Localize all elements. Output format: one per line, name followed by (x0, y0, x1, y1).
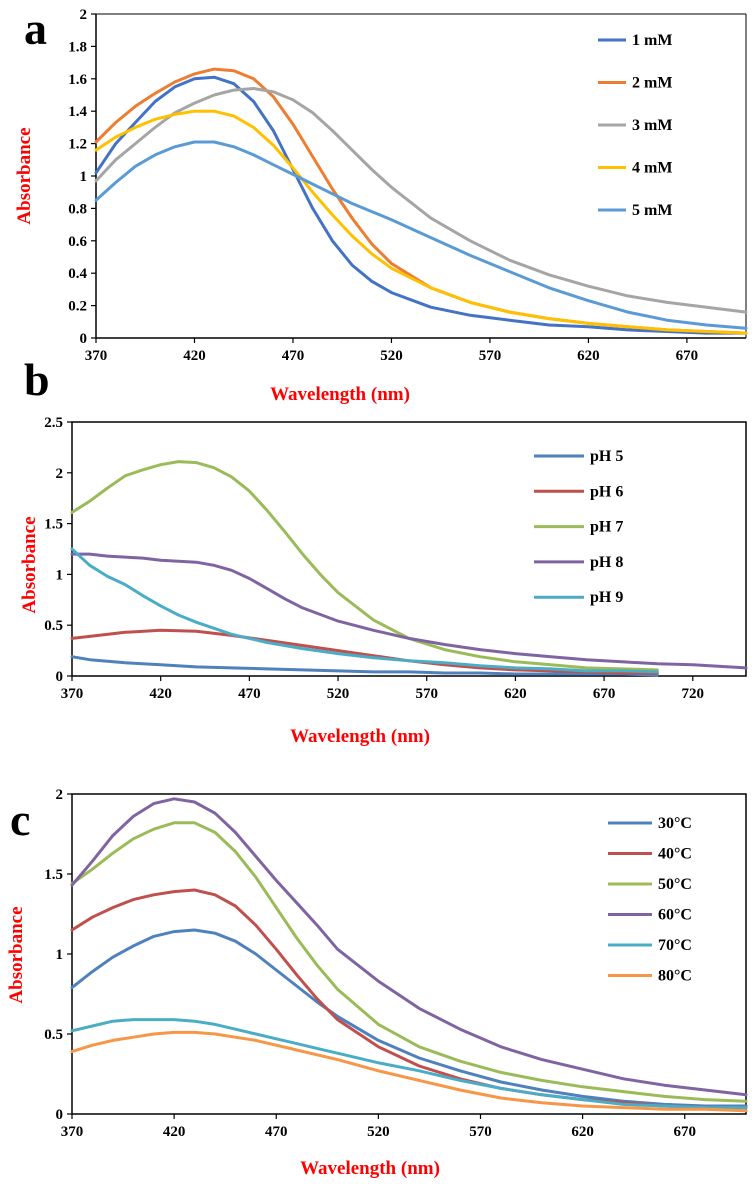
legend-entry: pH 5 (590, 448, 623, 465)
y-axis-label: Absorbance (14, 127, 35, 224)
series-line-1-mm (94, 75, 748, 335)
y-tick-label: 2 (56, 466, 64, 482)
series-line-70-c (70, 1018, 748, 1110)
x-tick-label: 670 (676, 348, 699, 364)
legend-entry: 5 mM (632, 202, 672, 219)
y-tick-label: 2 (80, 7, 88, 23)
legend-entry: pH 7 (590, 519, 623, 536)
x-axis-label: Wavelength (nm) (300, 1158, 440, 1179)
x-axis-label: Wavelength (nm) (290, 726, 430, 747)
x-tick-label: 570 (469, 1124, 492, 1140)
legend-entry: 2 mM (632, 75, 672, 92)
y-tick-label: 0.8 (68, 201, 87, 217)
y-tick-label: 1.2 (68, 137, 87, 153)
x-tick-label: 370 (61, 686, 84, 702)
series-line-4-mm (94, 109, 748, 335)
series-line-ph-5 (70, 655, 659, 677)
y-tick-label: 0 (56, 669, 64, 685)
chart-panel-a: 0 0.2 0.4 0.6 0.8 1 1.2 1.4 1.6 1.8 2 370 420 470 520 5… (14, 3, 748, 405)
series-line-ph-6 (70, 628, 659, 675)
x-tick-label: 420 (163, 1124, 186, 1140)
y-tick-label: 0.6 (68, 234, 87, 250)
panel-label: c (10, 794, 30, 845)
y-tick-label: 0.4 (68, 266, 87, 282)
legend: 30°C 40°C 50°C 60°C 70°C 80°C (608, 815, 692, 985)
series-line-50-c (70, 821, 748, 1103)
legend: pH 5 pH 6 pH 7 pH 8 pH 9 (534, 448, 623, 606)
x-tick-label: 620 (577, 348, 600, 364)
legend-entry: 70°C (658, 937, 692, 954)
x-tick-label: 520 (367, 1124, 390, 1140)
y-tick-label: 0 (56, 1107, 64, 1123)
x-axis-label: Wavelength (nm) (270, 384, 410, 405)
y-tick-label: 0 (80, 331, 88, 347)
y-axis-label: Absorbance (6, 906, 27, 1003)
x-tick-label: 620 (571, 1124, 594, 1140)
x-tick-label: 570 (415, 686, 438, 702)
x-tick-label: 370 (61, 1124, 84, 1140)
series-line-60-c (70, 797, 748, 1097)
legend: 1 mM 2 mM 3 mM 4 mM 5 mM (598, 32, 672, 219)
x-tick-label: 720 (682, 686, 705, 702)
y-tick-label: 0.5 (44, 618, 63, 634)
plot-frame (71, 793, 747, 1115)
series-line-80-c (70, 1030, 748, 1113)
x-tick-label: 470 (265, 1124, 288, 1140)
x-tick-label: 520 (380, 348, 403, 364)
y-tick-label: 1.5 (44, 867, 63, 883)
legend-entry: pH 8 (590, 554, 623, 571)
legend-entry: 1 mM (632, 32, 672, 49)
legend-entry: 30°C (658, 815, 692, 832)
x-tick-label: 620 (504, 686, 527, 702)
legend-entry: 4 mM (632, 160, 672, 177)
y-tick-label: 0.5 (44, 1027, 63, 1043)
y-tick-label: 2 (56, 787, 64, 803)
x-tick-label: 420 (183, 348, 206, 364)
x-tick-label: 370 (85, 348, 108, 364)
panel-label: a (24, 3, 47, 54)
y-tick-label: 1.4 (68, 104, 87, 120)
y-tick-label: 1.8 (68, 39, 87, 55)
series-line-5-mm (94, 140, 748, 330)
legend-entry: pH 6 (590, 483, 623, 500)
chart-panel-c: 0 0.5 1 1.5 2 370 420 470 520 570 620 670 Wavelength… (6, 787, 748, 1179)
legend-entry: 80°C (658, 968, 692, 985)
x-tick-label: 670 (673, 1124, 696, 1140)
panel-label: b (24, 354, 50, 405)
x-tick-label: 420 (149, 686, 172, 702)
series-line-40-c (70, 888, 748, 1110)
y-tick-label: 1 (56, 947, 64, 963)
y-tick-label: 1 (56, 567, 64, 583)
series-line-ph-7 (70, 460, 659, 672)
series-line-30-c (70, 928, 748, 1108)
y-tick-label: 1.6 (68, 72, 87, 88)
x-tick-label: 520 (327, 686, 350, 702)
y-tick-label: 2.5 (44, 415, 63, 431)
x-tick-label: 470 (282, 348, 305, 364)
x-tick-label: 470 (238, 686, 261, 702)
legend-entry: 50°C (658, 876, 692, 893)
x-tick-label: 670 (593, 686, 616, 702)
chart-panel-b: 0 0.5 1 1.5 2 2.5 370 420 470 520 570 620 670 720 Wave… (19, 354, 748, 747)
y-tick-label: 1 (80, 169, 88, 185)
y-axis-label: Absorbance (19, 516, 40, 613)
series-line-ph-9 (70, 547, 659, 674)
y-tick-label: 1.5 (44, 517, 63, 533)
legend-entry: 3 mM (632, 117, 672, 134)
series-line-ph-8 (70, 552, 748, 670)
y-tick-label: 0.2 (68, 299, 87, 315)
legend-entry: pH 9 (590, 589, 623, 606)
legend-entry: 60°C (658, 907, 692, 924)
x-tick-label: 570 (479, 348, 502, 364)
legend-entry: 40°C (658, 846, 692, 863)
series-line-3-mm (94, 87, 748, 314)
